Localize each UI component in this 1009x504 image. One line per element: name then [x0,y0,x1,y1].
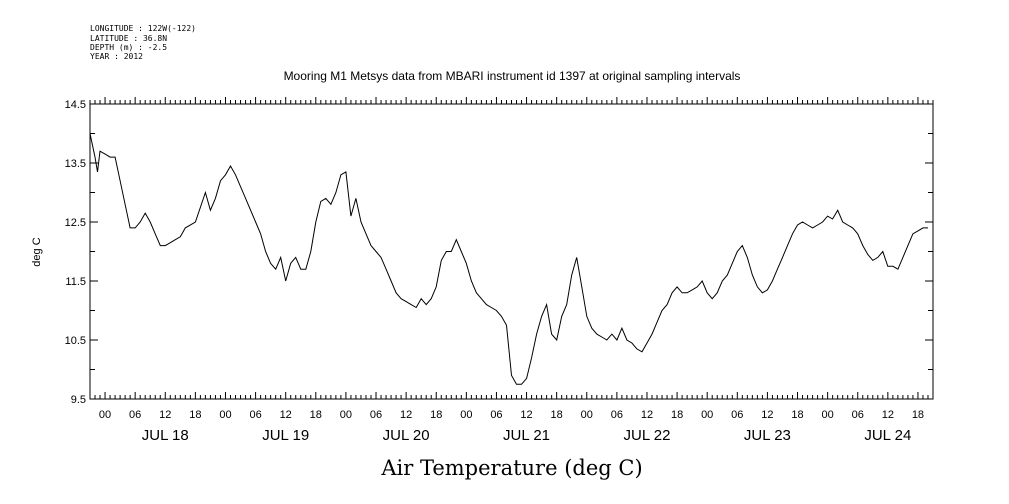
day-labels: JUL 18 JUL 19 JUL 20 JUL 21 JUL 22 JUL 23 JUL … [142,427,912,444]
hour-tick-label: 18 [310,409,322,421]
plot-frame [89,103,934,400]
hour-tick-label: 06 [490,409,502,421]
day-label: JUL 23 [744,427,791,444]
hour-tick-label: 00 [701,409,713,421]
y-tick-label: 12.5 [65,217,86,229]
hour-tick-label: 06 [611,409,623,421]
hour-tick-label: 06 [129,409,141,421]
y-tick-label: 13.5 [65,158,86,170]
latitude-text: LATITUDE : 36.8N [90,34,167,43]
hour-tick-label: 00 [581,409,593,421]
hour-tick-label: 18 [430,409,442,421]
day-label: JUL 22 [623,427,670,444]
chart-title: Mooring M1 Metsys data from MBARI instru… [284,69,741,83]
hour-tick-labels: 00 06 12 18 00 06 12 18 00 06 12 18 00 06 12 18 00 06 12 18… [99,409,924,421]
year-text: YEAR : 2012 [90,52,143,61]
temperature-series-line [89,133,928,385]
hour-tick-label: 06 [370,409,382,421]
y-tick-label: 14.5 [65,99,86,111]
day-label: JUL 20 [383,427,430,444]
hour-tick-label: 12 [882,409,894,421]
hour-tick-label: 12 [761,409,773,421]
hour-tick-label: 18 [671,409,683,421]
hour-tick-label: 12 [520,409,532,421]
day-label: JUL 19 [262,427,309,444]
hour-tick-label: 18 [189,409,201,421]
hour-tick-label: 06 [731,409,743,421]
metadata-block: LONGITUDE : 122W(-122) LATITUDE : 36.8N … [90,24,196,61]
hour-tick-label: 00 [822,409,834,421]
y-tick-labels: 9.5 10.5 11.5 12.5 13.5 14.5 [65,99,86,406]
hour-tick-label: 12 [641,409,653,421]
day-label: JUL 24 [864,427,911,444]
y-tick-label: 9.5 [71,394,86,406]
hour-tick-label: 12 [159,409,171,421]
day-label: JUL 21 [503,427,550,444]
depth-text: DEPTH (m) : -2.5 [90,43,167,52]
hour-tick-label: 18 [791,409,803,421]
x-axis-label: Air Temperature (deg C) [380,456,642,480]
hour-tick-label: 06 [852,409,864,421]
day-label: JUL 18 [142,427,189,444]
hour-tick-label: 06 [249,409,261,421]
hour-tick-label: 18 [912,409,924,421]
y-tick-label: 10.5 [65,335,86,347]
hour-tick-label: 00 [219,409,231,421]
hour-tick-label: 12 [400,409,412,421]
hour-tick-label: 00 [340,409,352,421]
y-tick-label: 11.5 [65,276,86,288]
y-axis-label: deg C [31,237,43,266]
axis-ticks [89,97,934,400]
hour-tick-label: 00 [460,409,472,421]
longitude-text: LONGITUDE : 122W(-122) [90,24,196,33]
hour-tick-label: 12 [280,409,292,421]
hour-tick-label: 00 [99,409,111,421]
hour-tick-label: 18 [551,409,563,421]
